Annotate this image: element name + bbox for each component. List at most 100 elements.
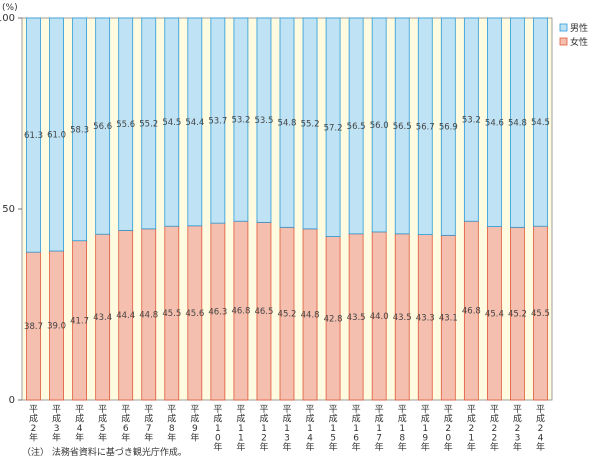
bar-male (325, 17, 341, 237)
legend-label: 男性 (570, 22, 588, 34)
data-label-male: 56.0 (370, 121, 389, 131)
bar-male (417, 17, 433, 235)
data-label-male: 53.7 (208, 117, 227, 127)
bar-male (141, 17, 157, 230)
bar-male (440, 17, 456, 236)
data-label-male: 56.7 (416, 122, 435, 132)
x-tick-label: 平成 1 4 年 (306, 404, 315, 453)
x-tick-label: 平成 1 1 年 (236, 404, 245, 453)
bar-male (533, 17, 548, 227)
data-label-female: 45.5 (162, 309, 181, 319)
bar-male (164, 17, 180, 227)
bar-male (210, 17, 226, 224)
y-tick-label: 0 (9, 395, 15, 406)
data-label-female: 38.7 (24, 322, 43, 332)
data-label-male: 54.6 (485, 118, 504, 128)
x-tick-label: 平成 2 2 年 (490, 404, 499, 453)
data-label-male: 54.8 (508, 119, 527, 129)
data-label-male: 54.8 (278, 119, 297, 129)
data-label-female: 46.5 (254, 307, 273, 317)
data-label-female: 45.5 (531, 309, 550, 319)
data-label-female: 43.4 (93, 313, 112, 323)
x-tick-label: 平成 7 年 (144, 404, 153, 444)
x-tick-label: 平成 2 0 年 (444, 404, 453, 453)
x-tick-label: 平成 1 8 年 (398, 404, 407, 453)
data-label-male: 61.3 (24, 131, 43, 141)
data-label-female: 46.8 (462, 307, 481, 317)
source-note: （注） 法務省資料に基づき観光庁作成。 (22, 448, 187, 458)
y-tick-label: 100 (0, 13, 15, 24)
bar-male (95, 17, 111, 235)
data-label-female: 42.8 (324, 314, 343, 324)
bar-male (256, 17, 272, 223)
data-label-female: 43.5 (347, 313, 366, 323)
data-label-male: 55.6 (116, 120, 135, 130)
y-unit-label: (%) (2, 3, 18, 13)
bar-male (486, 17, 502, 227)
y-tick-label: 50 (2, 204, 15, 215)
data-label-male: 54.5 (162, 118, 181, 128)
data-label-male: 53.5 (254, 116, 273, 126)
bar-male (26, 17, 41, 253)
data-label-male: 55.2 (139, 119, 158, 129)
data-label-female: 41.7 (70, 316, 89, 326)
data-label-male: 56.5 (347, 122, 366, 132)
x-tick-label: 平成 8 年 (167, 404, 176, 444)
x-tick-label: 平成 1 3 年 (282, 404, 291, 453)
data-label-male: 56.5 (393, 122, 412, 132)
x-tick-label: 平成 1 2 年 (259, 404, 268, 453)
legend-label: 女性 (570, 36, 588, 48)
data-label-female: 46.3 (208, 308, 227, 318)
x-tick-label: 平成 4 年 (75, 404, 84, 444)
bar-male (371, 17, 387, 233)
legend-swatch (559, 37, 568, 46)
data-label-female: 44.8 (139, 310, 158, 320)
data-label-male: 57.2 (324, 123, 343, 133)
bar-male (510, 17, 525, 228)
x-tick-label: 平成 1 7 年 (375, 404, 384, 453)
data-label-female: 44.4 (116, 311, 135, 321)
data-label-female: 45.2 (278, 310, 297, 320)
bar-male (49, 17, 64, 252)
x-tick-label: 平成 1 9 年 (421, 404, 430, 453)
data-label-male: 58.3 (70, 125, 89, 135)
x-tick-label: 平成 6 年 (121, 404, 130, 444)
x-tick-label: 平成 2 4 年 (536, 404, 545, 453)
data-label-female: 45.2 (508, 310, 527, 320)
bar-male (394, 17, 410, 235)
x-tick-label: 平成 1 0 年 (213, 404, 222, 453)
bar-male (72, 17, 88, 242)
bar-male (463, 17, 479, 222)
x-tick-label: 平成 3 年 (52, 404, 61, 444)
bar-male (302, 17, 318, 230)
x-tick-label: 平成 9 年 (190, 404, 199, 444)
bar-male (187, 17, 203, 227)
data-label-female: 45.4 (485, 309, 504, 319)
bar-male (279, 17, 295, 228)
legend-swatch (559, 23, 568, 32)
data-label-female: 44.0 (370, 312, 389, 322)
bar-male (118, 17, 134, 231)
data-label-male: 53.2 (462, 116, 481, 126)
data-label-male: 61.0 (47, 131, 66, 141)
bar-male (233, 17, 249, 222)
data-label-male: 54.4 (185, 118, 204, 128)
data-label-female: 44.8 (301, 310, 320, 320)
data-label-male: 56.6 (93, 122, 112, 132)
data-label-female: 43.1 (439, 314, 458, 324)
data-label-male: 53.2 (231, 116, 250, 126)
x-tick-label: 平成 5 年 (98, 404, 107, 444)
data-label-female: 43.5 (393, 313, 412, 323)
data-label-female: 39.0 (47, 322, 66, 332)
x-tick-label: 平成 2 1 年 (467, 404, 476, 453)
x-tick-label: 平成 2 3 年 (513, 404, 522, 453)
data-label-male: 56.9 (439, 123, 458, 133)
bar-male (348, 17, 364, 235)
x-tick-label: 平成 1 6 年 (352, 404, 361, 453)
x-tick-label: 平成 1 5 年 (329, 404, 338, 453)
data-label-male: 54.5 (531, 118, 550, 128)
x-tick-label: 平成 2 年 (29, 404, 38, 444)
data-label-female: 45.6 (185, 309, 204, 319)
